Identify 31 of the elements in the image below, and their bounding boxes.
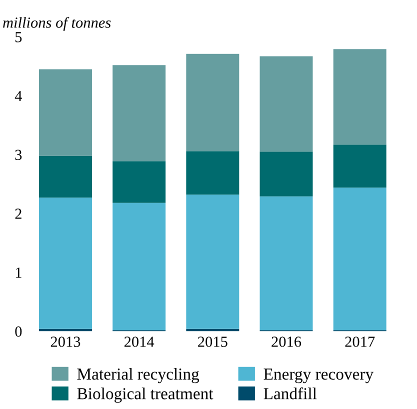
bar	[39, 198, 92, 329]
x-tick-label: 2013	[50, 336, 80, 347]
bar	[186, 54, 240, 152]
bar	[39, 156, 92, 198]
bar	[186, 151, 240, 195]
legend-label: Landfill	[264, 387, 317, 400]
y-tick-label: 4	[14, 90, 22, 102]
bar	[260, 56, 313, 152]
legend-label: Energy recovery	[264, 368, 374, 384]
x-tick-label: 2015	[198, 336, 228, 347]
bar	[260, 152, 313, 196]
bar	[112, 202, 166, 330]
bar	[260, 196, 313, 330]
legend-label: Material recycling	[77, 368, 200, 384]
bar	[39, 69, 92, 156]
bar	[333, 49, 386, 145]
y-tick-label: 3	[15, 150, 22, 160]
x-tick-label: 2016	[272, 336, 302, 347]
x-tick-label: 2017	[345, 336, 375, 347]
y-tick-label: 5	[15, 32, 22, 42]
bar	[112, 161, 166, 203]
y-tick-label: 0	[15, 326, 22, 337]
y-axis-title: millions of tonnes	[3, 16, 111, 31]
bar	[333, 144, 386, 188]
y-tick-label: 2	[15, 208, 22, 219]
legend-label: Biological treatment	[77, 388, 214, 403]
y-tick-label: 1	[16, 268, 22, 278]
x-tick-label: 2014	[124, 336, 154, 347]
bar	[112, 65, 166, 162]
bar	[333, 188, 386, 330]
bar	[186, 194, 240, 329]
